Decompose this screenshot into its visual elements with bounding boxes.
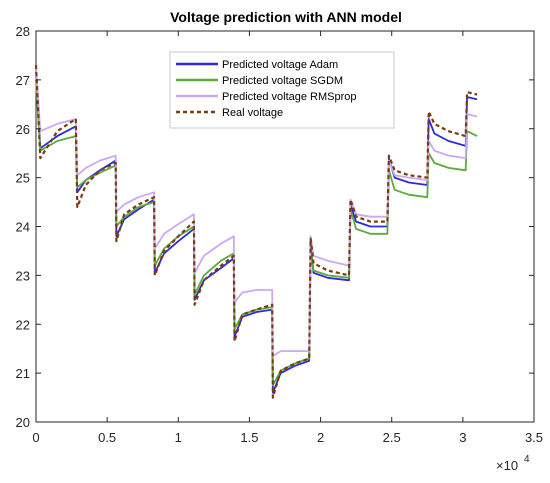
- y-tick-label: 28: [16, 24, 30, 39]
- x-exponent-power: 4: [524, 454, 530, 465]
- legend-items: Predicted voltage Adam Predicted voltage …: [176, 59, 357, 119]
- legend-label-2: Predicted voltage SGDM: [222, 75, 343, 87]
- y-tick-label: 20: [16, 415, 30, 430]
- x-tick-label: 1.5: [240, 430, 258, 445]
- x-tick-label: 2: [317, 430, 324, 445]
- x-tick-label: 1: [175, 430, 182, 445]
- x-axis-exponent: ×10 4: [496, 454, 530, 473]
- series-line-4: [34, 65, 478, 399]
- chart-title: Voltage prediction with ANN model: [170, 9, 402, 25]
- y-tick-label: 27: [16, 73, 30, 88]
- x-tick-label: 2.5: [383, 430, 401, 445]
- y-tick-label: 23: [16, 268, 30, 283]
- x-tick-label: 3: [459, 430, 466, 445]
- y-tick-label: 25: [16, 171, 30, 186]
- y-tick-label: 24: [16, 220, 30, 235]
- y-tick-label: 21: [16, 366, 30, 381]
- legend: Predicted voltage Adam Predicted voltage …: [169, 51, 395, 129]
- legend-label-4: Real voltage: [222, 107, 283, 119]
- y-tick-label: 22: [16, 317, 30, 332]
- x-tick-label: 0.5: [98, 430, 116, 445]
- series-layer: [34, 65, 478, 399]
- x-exponent-base: ×10: [496, 458, 518, 473]
- x-tick-label: 3.5: [525, 430, 543, 445]
- legend-label-1: Predicted voltage Adam: [222, 59, 338, 71]
- y-tick-label: 26: [16, 122, 30, 137]
- x-tick-label: 0: [32, 430, 39, 445]
- legend-label-3: Predicted voltage RMSprop: [222, 91, 357, 103]
- axis-ticks: 0 0.5 1 1.5 2 2.5 3 3.5 20 21 22 23 24 25 26 27 28: [16, 24, 544, 445]
